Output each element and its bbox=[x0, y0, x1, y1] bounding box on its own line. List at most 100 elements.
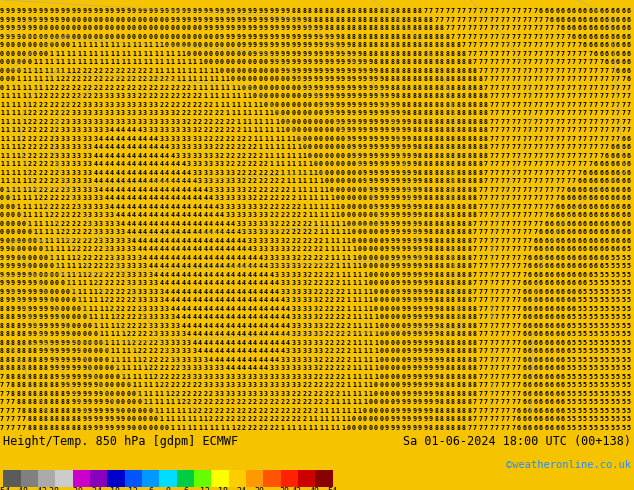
Text: 7: 7 bbox=[489, 195, 493, 201]
Text: 7: 7 bbox=[495, 374, 499, 380]
Text: 8: 8 bbox=[396, 25, 400, 31]
Text: 0: 0 bbox=[220, 68, 224, 74]
Text: 3: 3 bbox=[93, 102, 98, 108]
Text: 2: 2 bbox=[60, 204, 65, 210]
Text: 2: 2 bbox=[335, 357, 339, 363]
Text: 0: 0 bbox=[22, 34, 26, 40]
Text: 3: 3 bbox=[154, 127, 158, 133]
Text: 8: 8 bbox=[418, 127, 422, 133]
Text: 5: 5 bbox=[616, 272, 620, 278]
Text: 3: 3 bbox=[171, 323, 174, 329]
Text: 0: 0 bbox=[6, 195, 10, 201]
Text: 1: 1 bbox=[55, 229, 59, 235]
Text: 9: 9 bbox=[55, 340, 59, 346]
Text: 7: 7 bbox=[495, 42, 499, 48]
Text: 7: 7 bbox=[500, 144, 505, 150]
Text: 6: 6 bbox=[588, 25, 593, 31]
Text: 2: 2 bbox=[143, 93, 147, 99]
Text: 7: 7 bbox=[489, 17, 493, 23]
Text: 9: 9 bbox=[391, 425, 394, 431]
Text: 9: 9 bbox=[39, 323, 42, 329]
Text: 5: 5 bbox=[621, 399, 626, 405]
Text: 9: 9 bbox=[49, 357, 53, 363]
Text: 2: 2 bbox=[127, 323, 131, 329]
Text: 8: 8 bbox=[385, 51, 389, 57]
Text: 8: 8 bbox=[413, 136, 417, 142]
Text: 6: 6 bbox=[561, 229, 565, 235]
Text: 6: 6 bbox=[567, 229, 571, 235]
Text: 7: 7 bbox=[479, 391, 482, 397]
Text: 1: 1 bbox=[138, 365, 141, 371]
Text: 1: 1 bbox=[352, 365, 356, 371]
Text: 2: 2 bbox=[313, 289, 318, 295]
Text: 5: 5 bbox=[621, 314, 626, 320]
Text: 6: 6 bbox=[600, 51, 604, 57]
Text: 1: 1 bbox=[347, 289, 351, 295]
Text: 3: 3 bbox=[165, 119, 169, 125]
Text: 2: 2 bbox=[259, 425, 262, 431]
Text: 2: 2 bbox=[280, 408, 285, 414]
Text: 4: 4 bbox=[214, 340, 219, 346]
Text: 5: 5 bbox=[600, 306, 604, 312]
Text: 5: 5 bbox=[621, 374, 626, 380]
Text: 8: 8 bbox=[27, 399, 32, 405]
Text: 9: 9 bbox=[429, 357, 433, 363]
Text: 5: 5 bbox=[583, 314, 587, 320]
Text: 1: 1 bbox=[363, 289, 367, 295]
Text: 6: 6 bbox=[605, 153, 609, 159]
Text: 5: 5 bbox=[588, 340, 593, 346]
Text: 2: 2 bbox=[66, 110, 70, 116]
Text: 3: 3 bbox=[160, 331, 164, 337]
Text: 3: 3 bbox=[198, 136, 202, 142]
Text: 2: 2 bbox=[27, 119, 32, 125]
Text: 8: 8 bbox=[27, 416, 32, 422]
Text: 8: 8 bbox=[462, 297, 466, 303]
Text: 8: 8 bbox=[396, 8, 400, 14]
Text: 3: 3 bbox=[93, 110, 98, 116]
Text: 7: 7 bbox=[555, 153, 559, 159]
Text: 3: 3 bbox=[66, 153, 70, 159]
Text: 1: 1 bbox=[82, 306, 86, 312]
Text: 4: 4 bbox=[148, 178, 153, 184]
Text: 5: 5 bbox=[578, 365, 581, 371]
Text: 6: 6 bbox=[533, 374, 538, 380]
Text: 1: 1 bbox=[105, 314, 108, 320]
Text: 4: 4 bbox=[165, 280, 169, 286]
Text: 7: 7 bbox=[550, 136, 554, 142]
Text: 7: 7 bbox=[434, 8, 439, 14]
Text: 8: 8 bbox=[467, 110, 472, 116]
Text: 8: 8 bbox=[462, 238, 466, 244]
Text: 7: 7 bbox=[512, 119, 515, 125]
Bar bbox=[177, 470, 194, 487]
Text: 7: 7 bbox=[522, 93, 526, 99]
Text: 1: 1 bbox=[121, 348, 125, 354]
Text: 2: 2 bbox=[302, 255, 306, 261]
Text: 6: 6 bbox=[572, 238, 576, 244]
Text: 2: 2 bbox=[39, 102, 42, 108]
Text: 8: 8 bbox=[451, 51, 455, 57]
Text: 9: 9 bbox=[385, 161, 389, 167]
Text: 0: 0 bbox=[259, 93, 262, 99]
Text: 3: 3 bbox=[286, 246, 290, 252]
Text: 9: 9 bbox=[407, 255, 411, 261]
Text: 8: 8 bbox=[456, 85, 460, 91]
Text: 7: 7 bbox=[539, 187, 543, 193]
Text: 0: 0 bbox=[292, 119, 295, 125]
Text: 3: 3 bbox=[275, 246, 279, 252]
Text: 7: 7 bbox=[506, 42, 510, 48]
Text: 5: 5 bbox=[600, 425, 604, 431]
Text: 4: 4 bbox=[247, 323, 252, 329]
Text: 9: 9 bbox=[313, 59, 318, 65]
Text: 0: 0 bbox=[66, 34, 70, 40]
Text: 3: 3 bbox=[77, 153, 81, 159]
Text: 3: 3 bbox=[204, 365, 207, 371]
Text: 0: 0 bbox=[105, 374, 108, 380]
Text: 0: 0 bbox=[88, 323, 92, 329]
Text: 8: 8 bbox=[434, 204, 439, 210]
Text: 3: 3 bbox=[269, 246, 273, 252]
Text: 2: 2 bbox=[286, 416, 290, 422]
Text: 1: 1 bbox=[11, 136, 15, 142]
Text: 0: 0 bbox=[363, 212, 367, 218]
Text: 2: 2 bbox=[171, 85, 174, 91]
Text: 2: 2 bbox=[247, 187, 252, 193]
